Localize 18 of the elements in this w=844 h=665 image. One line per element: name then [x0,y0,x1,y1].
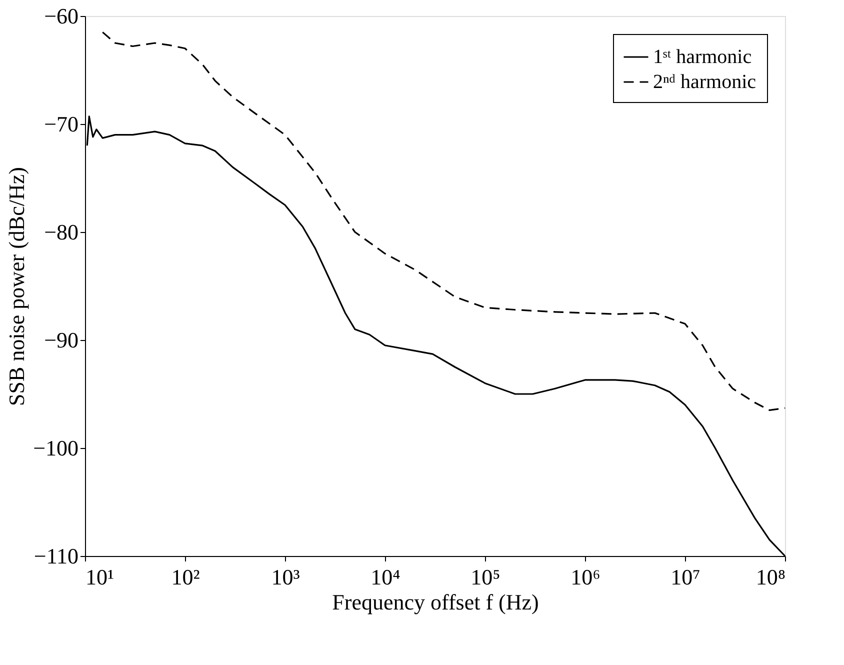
x-tick-label: 10¹ [86,564,114,590]
x-tick-label: 10⁶ [570,564,600,590]
y-tick-label: −100 [33,436,78,460]
y-tick-label: −80 [44,220,78,244]
x-tick-label: 10³ [271,564,300,590]
x-axis-title: Frequency offset f (Hz) [332,590,539,614]
x-tick-label: 10⁴ [370,564,401,590]
y-tick-label: −70 [44,112,78,136]
y-tick-label: −60 [44,4,78,28]
y-axis-title: SSB noise power (dBc/Hz) [4,167,30,406]
y-tick-label: −110 [34,544,78,568]
x-tick-label: 10⁷ [670,564,700,590]
x-tick-label: 10⁵ [470,564,500,590]
y-tick-label: −90 [44,328,78,352]
legend-label: 1ˢᵗ harmonic [653,46,752,68]
x-tick-label: 10² [171,564,200,590]
x-tick-label: 10⁸ [756,564,786,590]
legend-label: 2ⁿᵈ harmonic [653,71,756,93]
